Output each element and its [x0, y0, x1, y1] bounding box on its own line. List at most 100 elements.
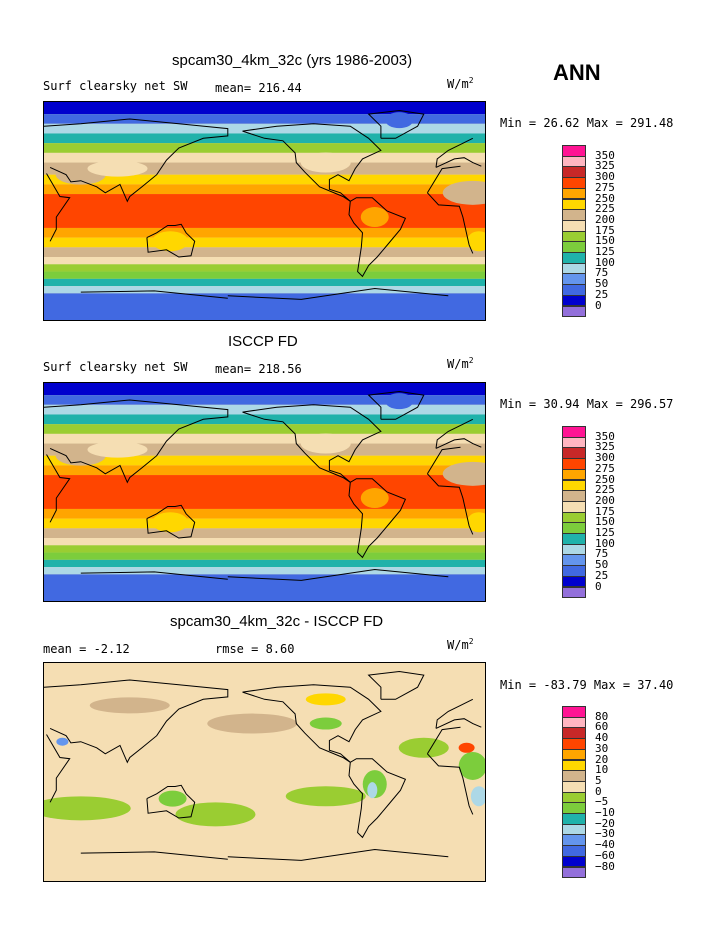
map-patch [360, 207, 389, 228]
map-patch [458, 742, 475, 753]
map-band [44, 508, 485, 519]
panel2-mean-label: mean= 218.56 [215, 362, 302, 376]
map-patch [385, 112, 414, 129]
coastline [44, 399, 482, 484]
colorbar-label: 5 [595, 773, 602, 787]
map-patch [87, 441, 148, 458]
colorbar-label: −5 [595, 795, 609, 809]
map-patch [458, 751, 485, 780]
map-patch [152, 512, 189, 533]
map-band [44, 552, 485, 560]
map-band [44, 123, 485, 134]
colorbar-label: 0 [595, 579, 602, 593]
map-band [44, 455, 485, 466]
map-patch [360, 488, 389, 509]
map-band [44, 152, 485, 163]
map-band [44, 433, 485, 444]
panel2-title: ISCCP FD [228, 333, 298, 350]
colorbar-label: 300 [595, 170, 615, 184]
map-patch [466, 512, 485, 533]
colorbar-label: −60 [595, 848, 615, 862]
panel3-mean-label: mean = -2.12 [43, 642, 130, 656]
colorbar-label: −20 [595, 816, 615, 830]
map-patch [300, 433, 351, 454]
map-patch [367, 782, 378, 799]
colorbar-swatch [562, 305, 586, 318]
coastline [348, 197, 407, 278]
panel1-mean-label: mean= 216.44 [215, 81, 302, 95]
colorbar-label: 225 [595, 483, 615, 497]
colorbar-swatch [562, 866, 586, 879]
map-patch [385, 393, 414, 410]
panel1-title: spcam30_4km_32c (yrs 1986-2003) [172, 52, 413, 69]
coastline [367, 390, 425, 420]
coastline [242, 404, 382, 483]
map-patch [56, 737, 69, 746]
map-band [44, 465, 485, 476]
panel1-units: W/m2 [447, 76, 474, 91]
map-patch [89, 697, 170, 714]
map-band [44, 184, 485, 195]
colorbar-label: 350 [595, 148, 615, 162]
coastline [146, 223, 196, 258]
map-band [44, 227, 485, 238]
map-band [44, 757, 485, 785]
coastline [46, 165, 474, 254]
map-band [44, 102, 485, 115]
panel3-title: spcam30_4km_32c - ISCCP FD [170, 613, 384, 630]
colorbar-label: 75 [595, 547, 609, 561]
colorbar-label: 325 [595, 159, 615, 173]
colorbar-label: −30 [595, 827, 615, 841]
colorbar-label: −10 [595, 806, 615, 819]
colorbar-label: 300 [595, 451, 615, 465]
colorbar-label: 150 [595, 515, 615, 529]
coastline [46, 446, 474, 535]
coastline [242, 684, 382, 763]
colorbar-label: −80 [595, 859, 615, 873]
coastline [146, 504, 196, 539]
map-patch [152, 231, 189, 252]
coastline [367, 109, 425, 139]
colorbar-label: 350 [595, 429, 615, 443]
colorbar-label: 100 [595, 536, 615, 550]
coastline [146, 784, 196, 819]
map-patch [470, 786, 485, 807]
map-band [44, 559, 485, 568]
map-band [44, 271, 485, 279]
map-patch [309, 717, 342, 730]
coastline [242, 123, 382, 202]
map-patch [442, 461, 485, 486]
panel2-field-label: Surf clearsky net SW [43, 360, 188, 374]
map-band [44, 194, 485, 228]
map-band [44, 286, 485, 294]
map-patch [466, 231, 485, 252]
colorbar-label: 125 [595, 245, 615, 258]
colorbar-label: 10 [595, 763, 609, 777]
map-patch [207, 713, 298, 734]
season-label: ANN [553, 60, 601, 85]
colorbar-label: 25 [595, 287, 609, 301]
colorbar-label: 175 [595, 504, 615, 518]
map-band [44, 545, 485, 553]
coastline [80, 287, 449, 300]
coastline [80, 848, 449, 861]
colorbar-label: 50 [595, 558, 609, 572]
colorbar-label: 125 [595, 526, 615, 539]
map-band [44, 424, 485, 434]
panel1-field-label: Surf clearsky net SW [43, 79, 188, 93]
map-band [44, 264, 485, 272]
coastline [80, 568, 449, 581]
map-band [44, 475, 485, 509]
map-band [44, 143, 485, 153]
colorbar-label: 200 [595, 212, 615, 226]
colorbar-label: 80 [595, 709, 609, 723]
colorbar-label: 175 [595, 223, 615, 237]
colorbar-label: 60 [595, 720, 609, 734]
colorbar-label: 50 [595, 277, 609, 291]
colorbar-label: 75 [595, 266, 609, 280]
map-patch [44, 796, 131, 821]
map-band [44, 538, 485, 546]
map-band [44, 383, 485, 396]
panel3-map [43, 662, 486, 882]
coastline [348, 478, 407, 559]
